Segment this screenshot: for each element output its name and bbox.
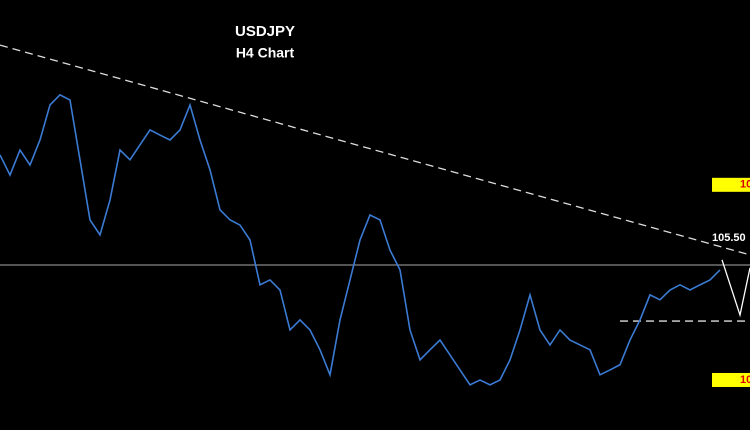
price-tag-label: 10	[740, 179, 750, 191]
chart-title: USDJPY	[235, 23, 295, 40]
reference-line	[721, 259, 750, 318]
price-tag	[712, 372, 750, 387]
price-line	[0, 93, 721, 386]
reference-line	[0, 44, 750, 256]
price-tag	[712, 177, 750, 192]
price-tag-label: 101.	[740, 374, 750, 386]
chart-subtitle: H4 Chart	[236, 45, 295, 61]
level-label: 105.50	[712, 232, 746, 244]
